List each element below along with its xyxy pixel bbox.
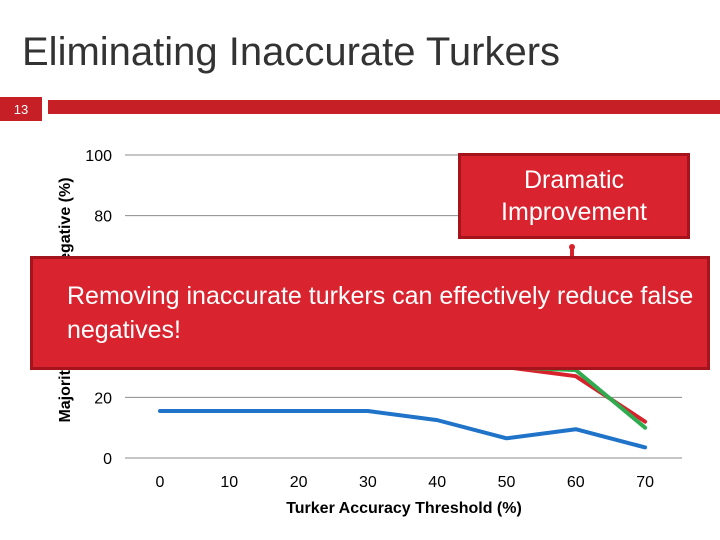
series-line-2-upper-point: [569, 244, 575, 250]
x-tick-label: 60: [567, 474, 585, 491]
y-tick-label: 100: [85, 148, 112, 165]
x-tick-label: 40: [428, 474, 446, 491]
slide-number: 13: [0, 97, 42, 121]
callout-removing-inaccurate: Removing inaccurate turkers can effectiv…: [30, 256, 710, 370]
series-line-2: [504, 365, 648, 424]
x-tick-label: 10: [220, 474, 238, 491]
x-tick-label: 30: [359, 474, 377, 491]
slide-title: Eliminating Inaccurate Turkers: [22, 30, 561, 74]
x-tick-label: 70: [636, 474, 654, 491]
x-tick-label: 50: [498, 474, 516, 491]
y-tick-label: 80: [94, 209, 112, 226]
callout-dramatic-improvement: Dramatic Improvement: [458, 153, 690, 239]
y-tick-label: 0: [103, 451, 112, 468]
x-tick-label: 0: [156, 474, 165, 491]
x-tick-label: 20: [290, 474, 308, 491]
x-axis-label: Turker Accuracy Threshold (%): [286, 500, 522, 517]
title-rule: [48, 100, 720, 114]
y-tick-label: 20: [94, 390, 112, 407]
series-line-1: [158, 409, 648, 450]
